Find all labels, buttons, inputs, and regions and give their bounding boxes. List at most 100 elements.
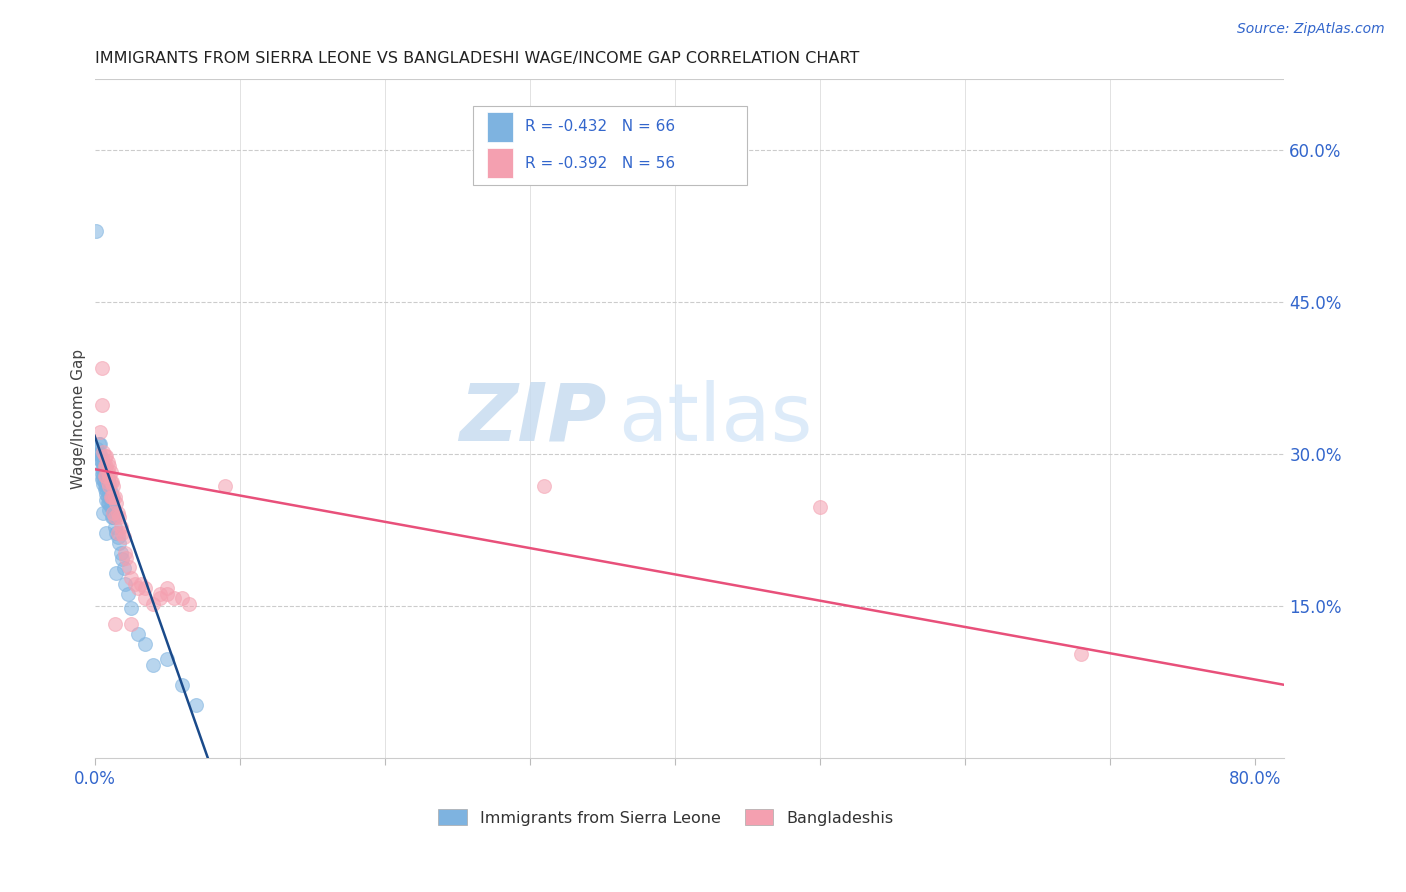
- Point: [93, 459, 115, 474]
- FancyBboxPatch shape: [472, 106, 747, 185]
- Point: [808, 500, 831, 514]
- Point: [98, 502, 121, 516]
- Point: [98, 495, 121, 509]
- Point: [98, 479, 121, 493]
- Text: atlas: atlas: [619, 380, 813, 458]
- Point: [93, 472, 115, 486]
- Point: [112, 561, 135, 575]
- Point: [98, 477, 121, 491]
- Point: [97, 475, 120, 490]
- Point: [108, 509, 131, 524]
- Point: [156, 581, 179, 595]
- Point: [90, 398, 112, 412]
- Point: [89, 447, 111, 461]
- Point: [111, 526, 134, 541]
- Point: [134, 591, 156, 605]
- Point: [89, 437, 111, 451]
- Point: [127, 627, 149, 641]
- Point: [87, 437, 110, 451]
- Point: [90, 452, 112, 467]
- Point: [105, 566, 128, 581]
- Point: [110, 520, 132, 534]
- Point: [93, 477, 115, 491]
- Point: [186, 698, 208, 712]
- Point: [156, 587, 179, 601]
- Point: [96, 472, 118, 486]
- Point: [104, 490, 127, 504]
- Point: [103, 479, 125, 493]
- Point: [112, 530, 135, 544]
- Point: [120, 617, 142, 632]
- Point: [107, 526, 129, 541]
- Point: [118, 560, 141, 574]
- Point: [101, 492, 124, 507]
- Point: [89, 452, 111, 467]
- Point: [103, 506, 125, 520]
- Point: [101, 509, 124, 524]
- Point: [100, 500, 122, 514]
- Point: [97, 465, 120, 479]
- Point: [96, 477, 118, 491]
- Point: [87, 452, 110, 467]
- Text: R = -0.432   N = 66: R = -0.432 N = 66: [526, 120, 675, 134]
- Text: IMMIGRANTS FROM SIERRA LEONE VS BANGLADESHI WAGE/INCOME GAP CORRELATION CHART: IMMIGRANTS FROM SIERRA LEONE VS BANGLADE…: [94, 51, 859, 66]
- Point: [91, 445, 114, 459]
- Point: [149, 591, 172, 605]
- Point: [84, 224, 107, 238]
- Point: [142, 657, 165, 672]
- Point: [90, 472, 112, 486]
- Point: [97, 472, 120, 486]
- Point: [214, 479, 236, 493]
- Point: [177, 597, 200, 611]
- Point: [114, 576, 136, 591]
- Y-axis label: Wage/Income Gap: Wage/Income Gap: [72, 349, 86, 489]
- Point: [101, 475, 124, 490]
- Point: [93, 483, 115, 497]
- Point: [100, 475, 122, 490]
- Point: [100, 492, 122, 507]
- Point: [89, 425, 111, 439]
- Point: [91, 477, 114, 491]
- Point: [93, 469, 115, 483]
- Point: [93, 449, 115, 463]
- Point: [100, 490, 122, 504]
- Point: [93, 462, 115, 476]
- Point: [107, 530, 129, 544]
- Point: [104, 509, 127, 524]
- Point: [96, 483, 118, 497]
- Point: [129, 576, 152, 591]
- Point: [105, 495, 128, 509]
- Point: [98, 459, 121, 474]
- Point: [91, 457, 114, 471]
- Point: [101, 500, 124, 514]
- Point: [108, 536, 131, 550]
- Point: [98, 487, 121, 501]
- Point: [124, 576, 146, 591]
- Point: [96, 526, 118, 541]
- Point: [104, 509, 127, 524]
- Legend: Immigrants from Sierra Leone, Bangladeshis: Immigrants from Sierra Leone, Bangladesh…: [432, 803, 900, 832]
- Point: [1070, 648, 1092, 662]
- Point: [134, 637, 156, 651]
- Point: [97, 490, 120, 504]
- Point: [90, 360, 112, 375]
- Point: [101, 490, 124, 504]
- Text: ZIP: ZIP: [458, 380, 606, 458]
- Point: [134, 581, 156, 595]
- Point: [97, 455, 120, 469]
- Point: [96, 449, 118, 463]
- Point: [90, 462, 112, 476]
- Point: [97, 477, 120, 491]
- Point: [107, 506, 129, 520]
- Point: [117, 587, 139, 601]
- Point: [156, 651, 179, 665]
- Point: [120, 601, 142, 615]
- Point: [103, 509, 125, 524]
- Point: [91, 462, 114, 476]
- Point: [96, 487, 118, 501]
- Point: [120, 570, 142, 584]
- Point: [103, 500, 125, 514]
- Point: [163, 591, 186, 605]
- Point: [105, 526, 128, 541]
- Point: [96, 459, 118, 474]
